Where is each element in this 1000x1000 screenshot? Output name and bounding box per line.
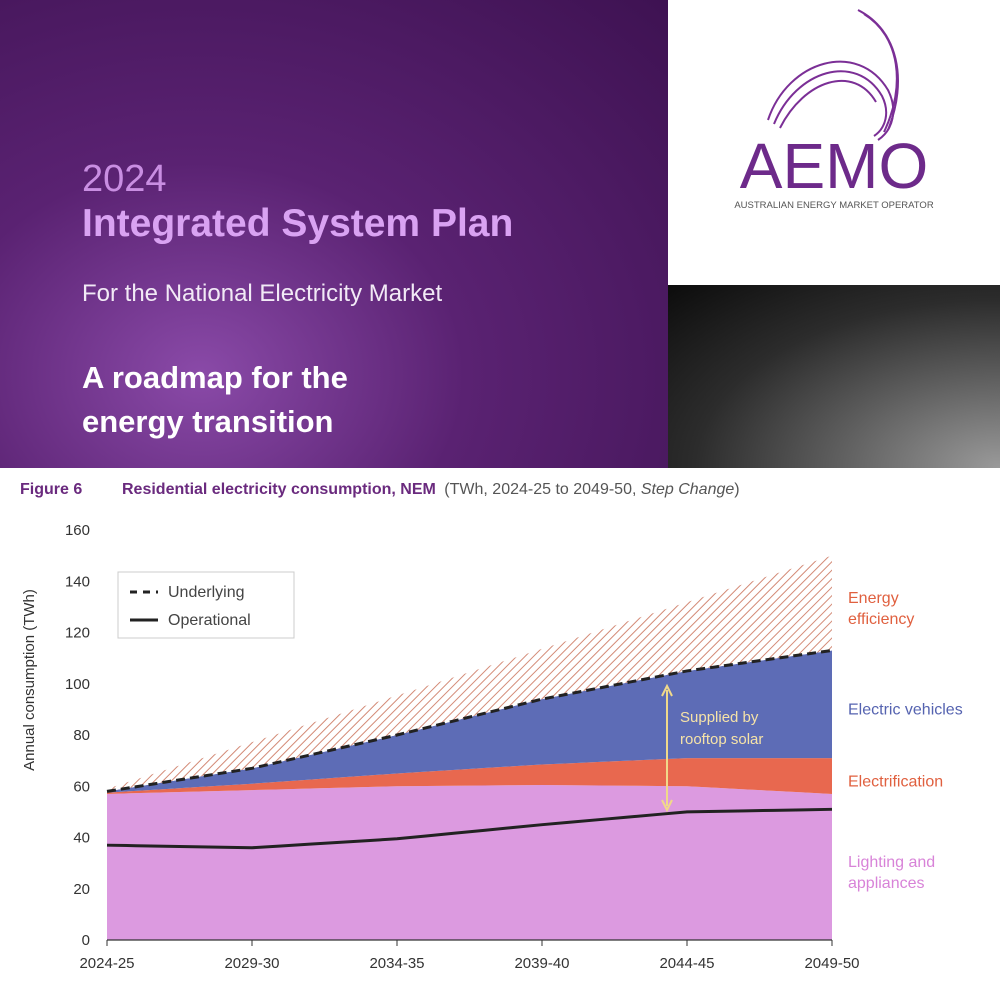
y-tick-label: 80 [73,727,90,744]
legend: Underlying Operational [117,571,295,639]
x-tick-label: 2039-40 [514,955,569,972]
y-axis-label: Annual consumption (TWh) [21,589,38,771]
cover-year: 2024 [82,158,167,200]
arrow-head [661,683,673,697]
area [107,758,832,794]
swoosh [773,70,888,137]
area [107,784,832,940]
arrow-head [661,799,673,813]
legend-label: Underlying [168,584,244,601]
y-tick-label: 120 [65,625,90,642]
area-label: Electric vehicles [848,701,963,719]
chart: Figure 6 Residential electricity consump… [20,481,860,972]
logo-full-name: AUSTRALIAN ENERGY MARKET OPERATOR [734,200,934,211]
title-main: Residential electricity consumption, NEM [122,481,436,498]
logo-art: AEMO AUSTRALIAN ENERGY MARKET OPERATOR [734,9,934,211]
chart-title: Figure 6 Residential electricity consump… [20,481,740,498]
title-sub: (TWh, 2024-25 to 2049-50, [444,481,641,498]
title-sub: Step Change [641,481,735,498]
y-tick-label: 100 [65,676,90,693]
figure-number: Figure 6 [20,481,82,498]
x-tick-label: 2029-30 [224,955,279,972]
y-tick-label: 60 [73,778,90,795]
logo-name: AEMO [740,130,928,202]
logo: AEMO AUSTRALIAN ENERGY MARKET OPERATOR [668,0,1000,285]
area-label: Energy efficiency [848,590,915,629]
x-tick-label: 2034-35 [369,955,424,972]
area-label: Lighting and appliances [848,853,936,892]
swoosh [779,79,877,129]
cover-title: Integrated System Plan [82,202,514,245]
cover: 2024 Integrated System Plan For the Nati… [0,0,668,468]
earth-image [668,285,1000,468]
y-tick-label: 20 [73,881,90,898]
area [107,555,832,792]
title-sub: ) [734,481,739,498]
y-tick-label: 140 [65,573,90,590]
x-tick-label: 2024-25 [79,955,134,972]
area-label: Electrification [848,773,944,791]
y-tick-label: 0 [82,932,90,949]
x-tick-label: 2044-45 [659,955,714,972]
y-tick-label: 160 [65,522,90,539]
cover-tagline: energy transition [82,404,334,439]
line [106,807,833,850]
x-tick-label: 2049-50 [804,955,859,972]
cover-tagline: A roadmap for the [82,360,348,395]
y-tick-label: 40 [73,830,90,847]
area [107,650,832,793]
legend-label: Operational [168,612,251,629]
line [106,648,833,793]
legend-box [117,571,295,639]
annotation: Supplied by rooftop solar [680,709,764,748]
cover-subtitle: For the National Electricity Market [82,280,443,307]
swoosh [863,13,898,133]
